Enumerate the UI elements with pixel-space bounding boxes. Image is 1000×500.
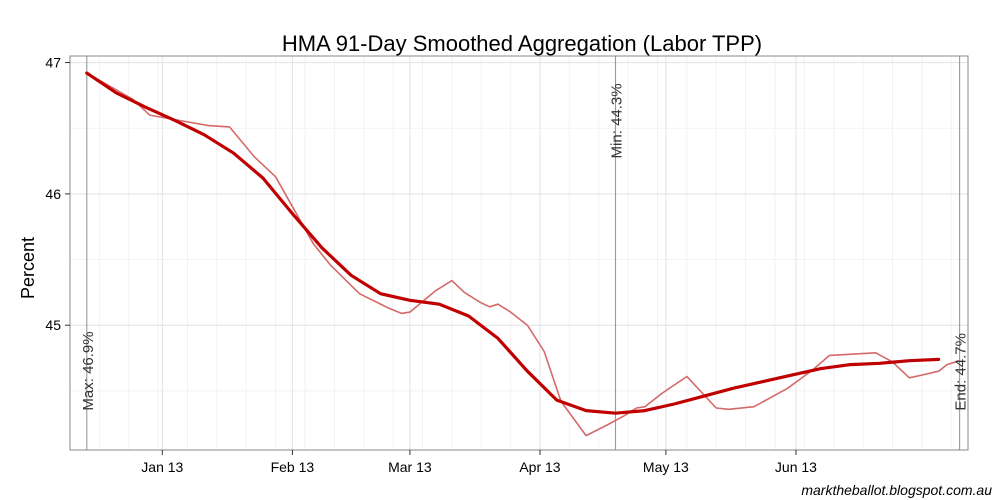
x-tick-label: Jan 13 bbox=[141, 459, 183, 475]
reference-line-label: Min: 44.3% bbox=[609, 83, 626, 158]
y-tick-label: 47 bbox=[45, 55, 61, 71]
x-tick-label: May 13 bbox=[643, 459, 689, 475]
y-axis-label: Percent bbox=[18, 237, 38, 299]
panel-border bbox=[69, 55, 969, 451]
x-tick-label: Jun 13 bbox=[775, 459, 817, 475]
smoothed-series-line bbox=[85, 71, 941, 415]
x-tick-label: Feb 13 bbox=[271, 459, 315, 475]
plot-panel: Max: 46.9% Min: 44.3% End: 44.7% 45 46 47 Jan … bbox=[45, 55, 969, 475]
raw-series-line bbox=[86, 72, 961, 437]
chart-title: HMA 91-Day Smoothed Aggregation (Labor T… bbox=[282, 31, 762, 56]
y-tick-label: 45 bbox=[45, 317, 61, 333]
x-tick-label: Apr 13 bbox=[519, 459, 560, 475]
panel-background bbox=[70, 56, 968, 450]
reference-line-label: Max: 46.9% bbox=[80, 331, 97, 410]
source-credit: marktheballot.blogspot.com.au bbox=[801, 482, 992, 498]
x-tick-label: Mar 13 bbox=[388, 459, 432, 475]
y-tick-label: 46 bbox=[45, 186, 61, 202]
reference-line-label: End: 44.7% bbox=[953, 333, 970, 411]
